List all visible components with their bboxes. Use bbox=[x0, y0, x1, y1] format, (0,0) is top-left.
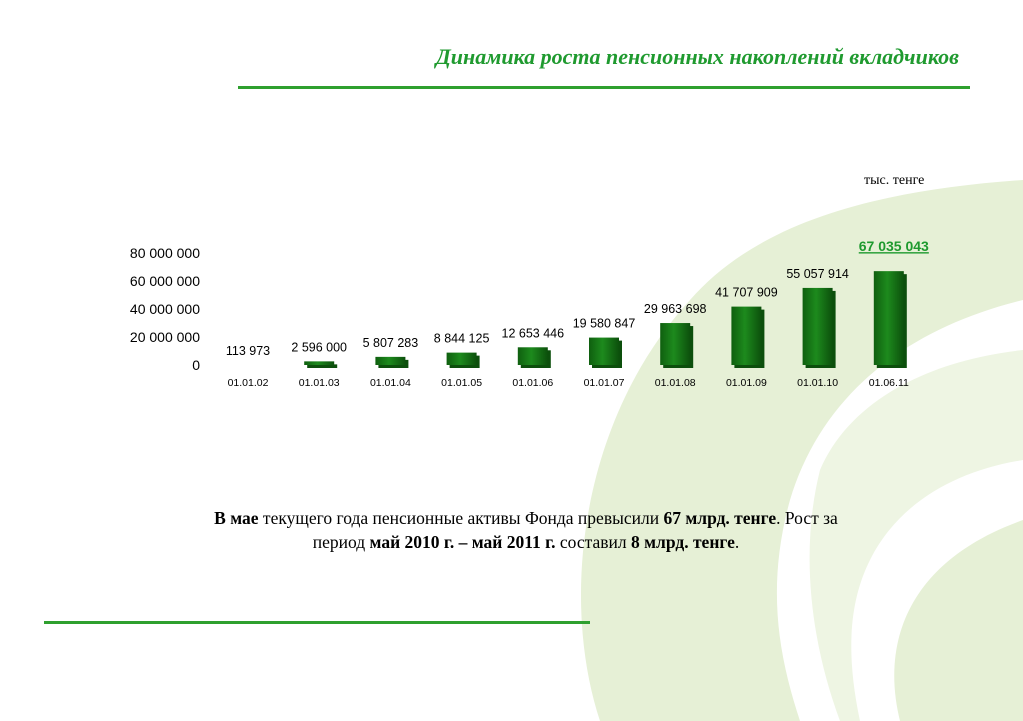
unit-label: тыс. тенге bbox=[864, 173, 925, 188]
leaf-shape-left bbox=[580, 180, 1023, 721]
caption-fragment: период bbox=[312, 532, 370, 552]
bar bbox=[802, 287, 833, 365]
x-tick-label: 01.01.04 bbox=[370, 377, 411, 389]
caption-fragment: В мае bbox=[214, 508, 259, 528]
caption-line-2: период май 2010 г. – май 2011 г. состави… bbox=[120, 530, 932, 554]
leaf-shape-inner bbox=[809, 350, 1023, 721]
x-tick-label: 01.01.06 bbox=[512, 377, 553, 389]
y-tick-label: 80 000 000 bbox=[130, 245, 200, 261]
data-label: 29 963 698 bbox=[644, 302, 707, 316]
bar bbox=[446, 352, 477, 365]
y-tick-label: 20 000 000 bbox=[130, 329, 200, 345]
bar-shadow bbox=[307, 364, 338, 368]
y-tick-label: 60 000 000 bbox=[130, 273, 200, 289]
caption-fragment: составил bbox=[555, 532, 631, 552]
caption-fragment: 67 млрд. тенге bbox=[663, 508, 777, 528]
caption-fragment: 8 млрд. тенге bbox=[630, 532, 735, 552]
data-label: 41 707 909 bbox=[715, 286, 778, 300]
leaf-shape-right bbox=[894, 520, 1023, 721]
caption-fragment: . bbox=[734, 532, 740, 552]
x-tick-label: 01.01.09 bbox=[726, 377, 767, 389]
data-label: 2 596 000 bbox=[291, 340, 347, 354]
data-label: 19 580 847 bbox=[573, 317, 636, 331]
x-tick-label: 01.01.10 bbox=[797, 377, 838, 389]
x-tick-label: 01.01.03 bbox=[299, 377, 340, 389]
footer-line bbox=[44, 621, 590, 624]
bar bbox=[873, 271, 904, 365]
caption-fragment: текущего года пенсионные активы Фонда пр… bbox=[258, 508, 664, 528]
x-tick-label: 01.06.11 bbox=[869, 377, 909, 389]
x-tick-label: 01.01.08 bbox=[655, 377, 696, 389]
bar bbox=[375, 356, 406, 365]
data-label: 55 057 914 bbox=[786, 267, 849, 281]
data-label-highlight: 67 035 043 bbox=[859, 238, 929, 254]
x-tick-label: 01.01.07 bbox=[584, 377, 625, 389]
bar bbox=[731, 306, 762, 365]
data-label: 5 807 283 bbox=[363, 336, 419, 350]
data-label: 12 653 446 bbox=[502, 326, 565, 340]
y-tick-label: 40 000 000 bbox=[130, 301, 200, 317]
data-label: 113 973 bbox=[226, 344, 270, 358]
bar bbox=[660, 323, 691, 365]
title-underline bbox=[238, 86, 970, 89]
page-title: Динамика роста пенсионных накоплений вкл… bbox=[435, 44, 959, 69]
summary-caption: В мае текущего года пенсионные активы Фо… bbox=[120, 506, 932, 554]
x-tick-label: 01.01.02 bbox=[228, 377, 269, 389]
x-tick-label: 01.01.05 bbox=[441, 377, 482, 389]
bar bbox=[589, 337, 619, 365]
caption-fragment: май 2010 г. – май 2011 г. bbox=[369, 532, 556, 552]
bar bbox=[517, 347, 548, 365]
bar bbox=[304, 361, 335, 365]
caption-line-1: В мае текущего года пенсионные активы Фо… bbox=[120, 506, 932, 530]
caption-fragment: . Рост за bbox=[776, 508, 838, 528]
y-tick-label: 0 bbox=[192, 357, 200, 373]
data-label: 8 844 125 bbox=[434, 332, 490, 346]
